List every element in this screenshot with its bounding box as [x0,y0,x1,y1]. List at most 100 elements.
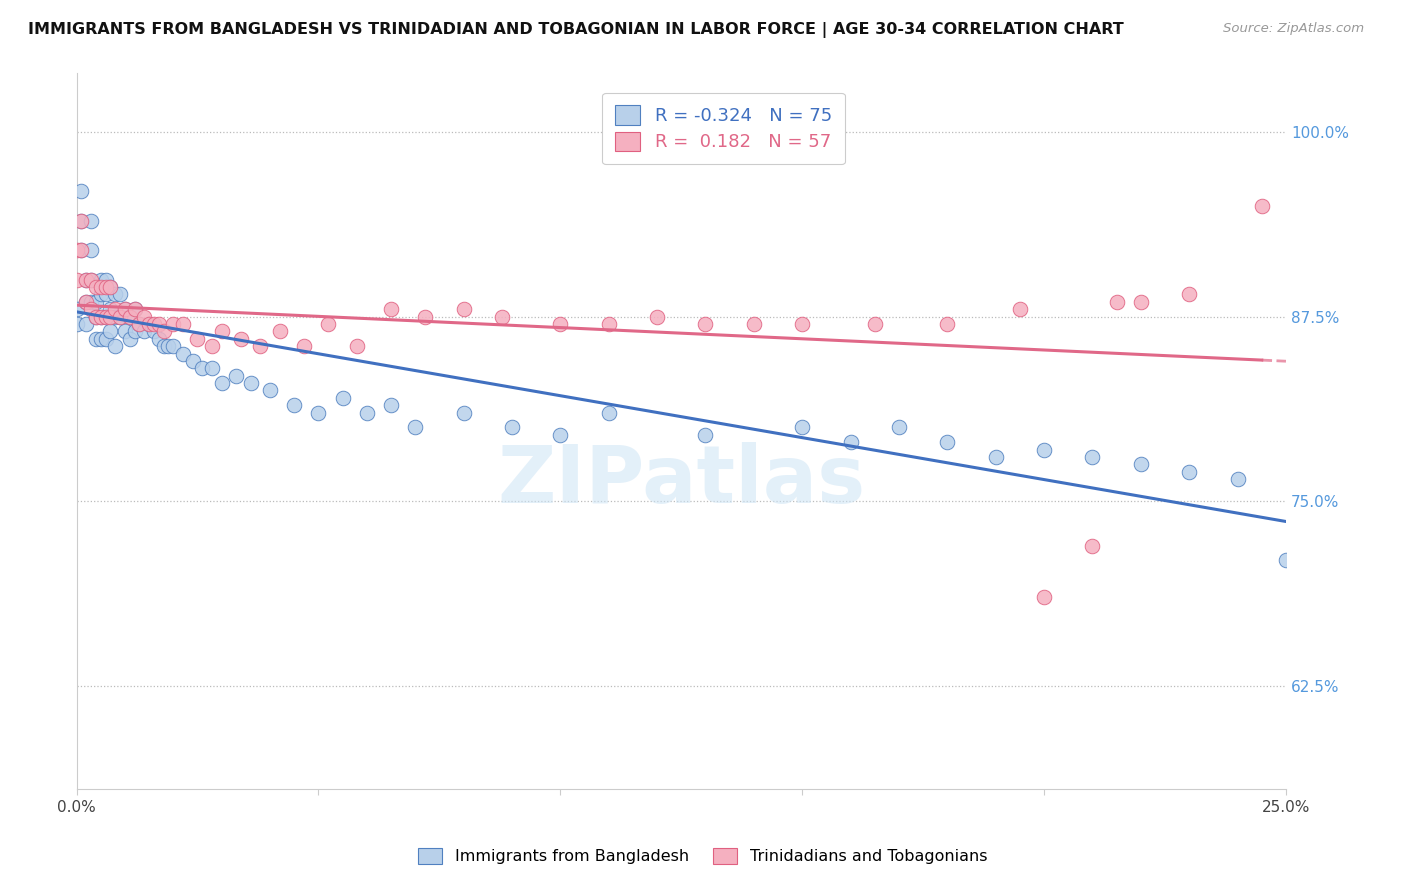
Point [90,310,112,324]
Point [90,310,112,324]
Point [100,325,122,339]
Point [134,325,156,339]
Point [792,317,814,331]
Point [695,317,717,331]
Point [94,273,117,287]
Point [1250,199,1272,213]
Point [404,420,426,434]
Point [80,213,103,227]
Point [142,317,165,331]
Point [114,325,136,339]
Point [1129,457,1152,471]
Point [65,273,87,287]
Point [100,280,122,294]
Point [453,302,475,317]
Point [1275,553,1298,567]
Point [118,310,141,324]
Point [181,354,204,368]
Point [283,398,305,412]
Point [70,213,93,227]
Point [269,325,291,339]
Point [94,310,117,324]
Point [104,302,127,317]
Point [491,310,513,324]
Point [142,325,165,339]
Point [118,310,141,324]
Point [80,243,103,257]
Point [1081,450,1104,464]
Point [84,310,107,324]
Point [148,332,170,346]
Point [1033,590,1056,604]
Text: ZIPatlas: ZIPatlas [498,442,865,520]
Point [108,310,131,324]
Point [100,310,122,324]
Point [75,273,97,287]
Point [94,280,117,294]
Point [90,287,112,301]
Point [118,332,141,346]
Point [191,361,214,376]
Point [292,339,315,353]
Point [80,302,103,317]
Point [1081,539,1104,553]
Point [108,310,131,324]
Point [1033,442,1056,457]
Point [742,317,765,331]
Point [65,317,87,331]
Point [80,294,103,309]
Point [1178,465,1201,479]
Point [138,317,160,331]
Point [134,310,156,324]
Point [148,317,170,331]
Point [128,317,150,331]
Point [65,302,87,317]
Point [124,325,146,339]
Legend: R = -0.324   N = 75, R =  0.182   N = 57: R = -0.324 N = 75, R = 0.182 N = 57 [602,93,845,164]
Point [453,406,475,420]
Point [259,384,281,398]
Point [380,302,402,317]
Point [75,294,97,309]
Point [90,332,112,346]
Point [307,406,329,420]
Point [124,302,146,317]
Point [94,310,117,324]
Point [75,273,97,287]
Point [225,368,247,383]
Point [162,339,184,353]
Text: Source: ZipAtlas.com: Source: ZipAtlas.com [1223,22,1364,36]
Point [413,310,436,324]
Point [211,325,233,339]
Point [550,427,572,442]
Point [316,317,339,331]
Text: IMMIGRANTS FROM BANGLADESH VS TRINIDADIAN AND TOBAGONIAN IN LABOR FORCE | AGE 30: IMMIGRANTS FROM BANGLADESH VS TRINIDADIA… [28,22,1123,38]
Point [84,294,107,309]
Point [80,273,103,287]
Point [863,317,886,331]
Point [201,361,224,376]
Point [104,339,127,353]
Point [90,273,112,287]
Point [84,310,107,324]
Point [100,280,122,294]
Point [124,302,146,317]
Point [550,317,572,331]
Point [887,420,910,434]
Point [201,339,224,353]
Point [65,243,87,257]
Point [162,317,184,331]
Point [94,332,117,346]
Point [211,376,233,390]
Point [332,391,354,405]
Point [936,317,959,331]
Point [70,243,93,257]
Point [75,294,97,309]
Point [1178,287,1201,301]
Point [104,310,127,324]
Point [229,332,252,346]
Point [70,184,93,198]
Point [80,273,103,287]
Point [108,287,131,301]
Point [1008,302,1031,317]
